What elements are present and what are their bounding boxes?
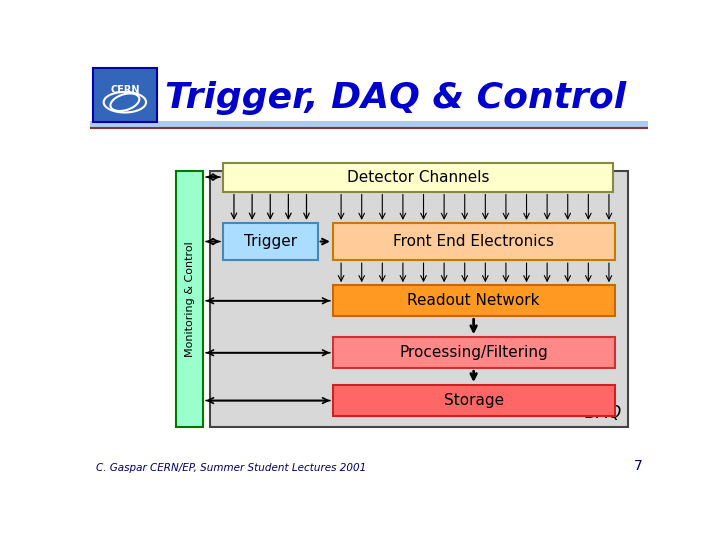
Text: Front End Electronics: Front End Electronics bbox=[393, 234, 554, 249]
Text: Trigger, DAQ & Control: Trigger, DAQ & Control bbox=[166, 81, 626, 115]
Text: C. Gaspar CERN/EP, Summer Student Lectures 2001: C. Gaspar CERN/EP, Summer Student Lectur… bbox=[96, 463, 366, 473]
FancyBboxPatch shape bbox=[90, 65, 648, 125]
Text: CERN: CERN bbox=[110, 85, 140, 94]
FancyBboxPatch shape bbox=[90, 120, 648, 128]
Text: 7: 7 bbox=[634, 459, 642, 473]
Text: Storage: Storage bbox=[444, 393, 504, 408]
FancyBboxPatch shape bbox=[176, 171, 203, 427]
FancyBboxPatch shape bbox=[333, 337, 615, 368]
FancyBboxPatch shape bbox=[333, 223, 615, 260]
FancyBboxPatch shape bbox=[210, 171, 629, 427]
FancyBboxPatch shape bbox=[222, 163, 613, 192]
FancyBboxPatch shape bbox=[222, 223, 318, 260]
Text: Detector Channels: Detector Channels bbox=[347, 170, 490, 185]
Text: DAQ: DAQ bbox=[585, 403, 622, 422]
FancyBboxPatch shape bbox=[333, 285, 615, 316]
FancyBboxPatch shape bbox=[333, 385, 615, 416]
Text: Readout Network: Readout Network bbox=[408, 293, 540, 308]
FancyBboxPatch shape bbox=[93, 68, 157, 122]
Text: Processing/Filtering: Processing/Filtering bbox=[400, 345, 548, 360]
Text: Trigger: Trigger bbox=[243, 234, 297, 249]
Text: Monitoring & Control: Monitoring & Control bbox=[185, 241, 195, 356]
